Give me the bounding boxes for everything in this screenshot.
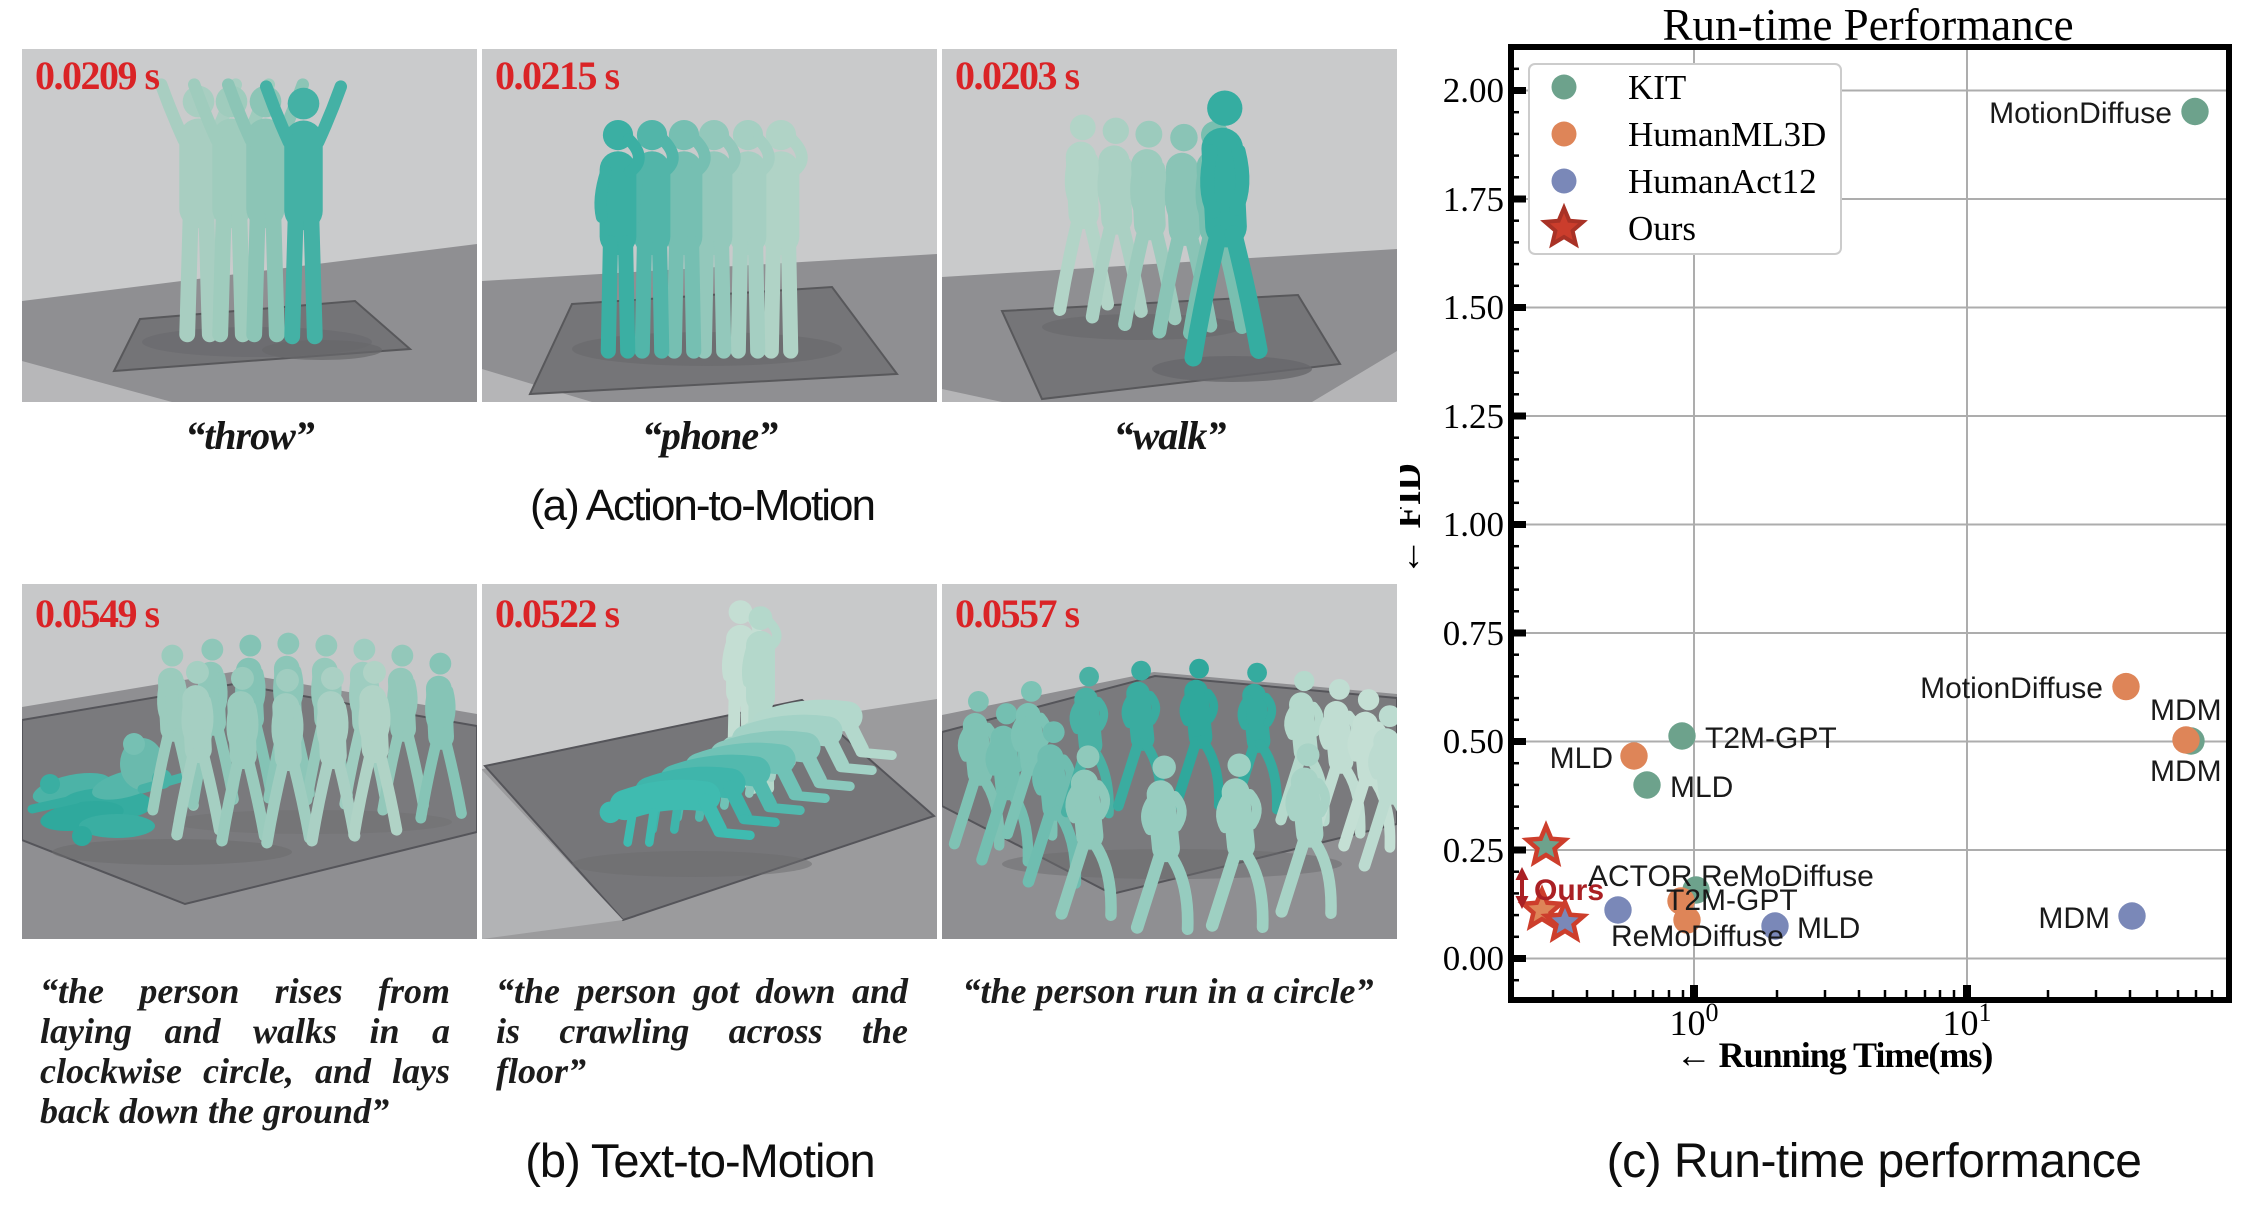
svg-text:MLD: MLD bbox=[1550, 742, 1613, 775]
svg-text:Ours: Ours bbox=[1534, 874, 1604, 907]
svg-text:Run-time Performance: Run-time Performance bbox=[1662, 0, 2073, 50]
svg-text:0.50: 0.50 bbox=[1443, 722, 1504, 761]
svg-text:MLD: MLD bbox=[1670, 771, 1733, 804]
svg-text:T2M-GPT: T2M-GPT bbox=[1666, 884, 1798, 917]
svg-text:MDM: MDM bbox=[2038, 902, 2110, 935]
svg-text:KIT: KIT bbox=[1628, 68, 1686, 107]
svg-text:ACTOR: ACTOR bbox=[1588, 860, 1692, 893]
svg-text:← Running Time(ms): ← Running Time(ms) bbox=[1676, 1035, 1993, 1075]
svg-text:MotionDiffuse: MotionDiffuse bbox=[1920, 672, 2103, 705]
svg-text:HumanAct12: HumanAct12 bbox=[1628, 162, 1817, 201]
svg-text:MLD: MLD bbox=[1797, 912, 1860, 945]
svg-text:100: 100 bbox=[1670, 998, 1719, 1043]
svg-text:MDM: MDM bbox=[2150, 755, 2222, 788]
svg-text:0.75: 0.75 bbox=[1443, 614, 1504, 653]
svg-text:ReMoDiffuse: ReMoDiffuse bbox=[1611, 920, 1784, 953]
svg-text:← FID: ← FID bbox=[1400, 463, 1429, 576]
svg-text:HumanML3D: HumanML3D bbox=[1628, 115, 1826, 154]
svg-text:1.75: 1.75 bbox=[1443, 180, 1504, 219]
svg-text:0.00: 0.00 bbox=[1443, 939, 1504, 978]
svg-text:T2M-GPT: T2M-GPT bbox=[1705, 722, 1837, 755]
svg-text:0.25: 0.25 bbox=[1443, 831, 1504, 870]
svg-text:ReMoDiffuse: ReMoDiffuse bbox=[1701, 860, 1874, 893]
svg-text:1.00: 1.00 bbox=[1443, 505, 1504, 544]
svg-text:MotionDiffuse: MotionDiffuse bbox=[1989, 97, 2172, 130]
svg-text:2.00: 2.00 bbox=[1443, 71, 1504, 110]
svg-text:Ours: Ours bbox=[1628, 209, 1696, 248]
svg-text:1.50: 1.50 bbox=[1443, 288, 1504, 327]
svg-text:1.25: 1.25 bbox=[1443, 397, 1504, 436]
svg-text:MDM: MDM bbox=[2150, 694, 2222, 727]
